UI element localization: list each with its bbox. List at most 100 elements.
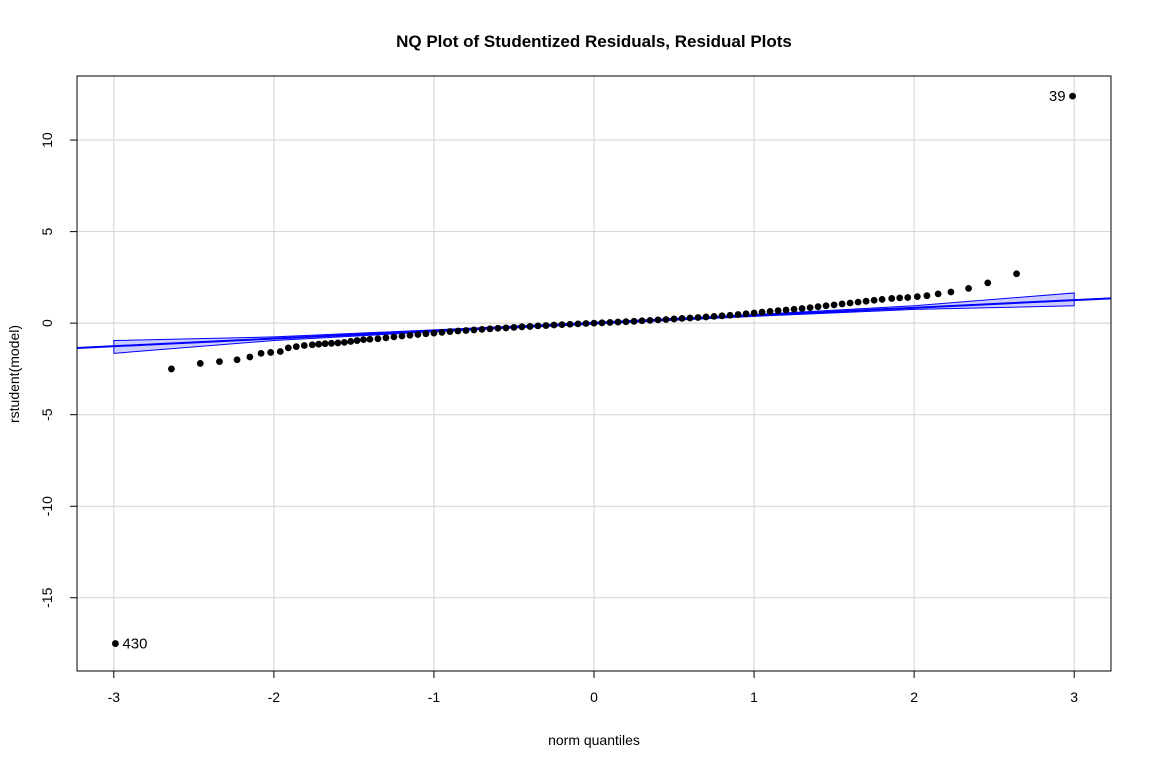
data-point: [406, 331, 414, 339]
data-point: [462, 327, 470, 334]
y-tick-label: 10: [39, 132, 55, 148]
data-point: [638, 317, 646, 325]
x-tick-label: -3: [108, 689, 121, 705]
data-point: [654, 316, 662, 324]
y-tick-label: -10: [39, 496, 55, 516]
data-point: [662, 316, 670, 323]
data-point: [478, 325, 486, 333]
data-point: [518, 323, 526, 331]
data-point: [718, 312, 726, 320]
data-point: [814, 303, 822, 311]
data-point: [446, 328, 454, 335]
data-point: [574, 320, 582, 328]
point-label: 39: [1049, 88, 1066, 105]
data-point: [112, 640, 119, 647]
data-point: [328, 339, 335, 347]
data-point: [315, 340, 323, 348]
point-labels: 39 430: [122, 88, 1065, 652]
data-point: [550, 321, 558, 329]
data-point: [702, 313, 710, 321]
y-axis: -15 -10 -5 0 5 10: [39, 132, 77, 608]
y-axis-label: rstudent(model): [6, 325, 22, 423]
y-tick-label: 0: [39, 319, 55, 327]
y-tick-label: -5: [39, 408, 55, 421]
data-point: [1013, 270, 1020, 278]
data-point: [923, 292, 931, 300]
x-tick-label: 2: [910, 689, 918, 705]
data-point: [798, 305, 806, 312]
data-point: [750, 309, 758, 317]
x-tick-label: 3: [1070, 689, 1078, 705]
data-point: [896, 294, 904, 302]
x-tick-label: 1: [750, 689, 758, 705]
x-axis-label: norm quantiles: [548, 732, 640, 748]
data-point: [758, 308, 766, 316]
data-point: [742, 310, 750, 318]
data-point: [526, 323, 534, 330]
data-point: [766, 308, 774, 315]
data-point: [246, 353, 254, 361]
data-point: [422, 330, 430, 338]
data-point: [984, 279, 992, 287]
data-point: [300, 342, 308, 349]
point-label: 430: [122, 636, 147, 653]
data-point: [838, 300, 846, 308]
data-point: [390, 333, 398, 341]
data-point: [947, 288, 955, 296]
data-point: [353, 337, 361, 344]
data-point: [534, 322, 542, 330]
data-point: [670, 315, 678, 323]
data-point: [486, 325, 494, 333]
data-point: [806, 304, 814, 311]
data-point: [888, 295, 896, 302]
data-point: [542, 322, 550, 329]
y-tick-label: 5: [39, 228, 55, 236]
data-point: [870, 296, 878, 304]
x-tick-label: -1: [428, 689, 441, 705]
data-point: [168, 365, 175, 373]
x-tick-label: -2: [268, 689, 281, 705]
data-point: [614, 318, 622, 326]
data-point: [398, 332, 406, 340]
data-point: [276, 348, 284, 355]
data-point: [360, 336, 367, 344]
data-point: [430, 329, 438, 337]
data-point: [321, 340, 329, 348]
data-point: [494, 324, 502, 332]
data-point: [913, 293, 921, 301]
data-point: [934, 290, 942, 298]
data-point: [438, 328, 446, 336]
data-point: [686, 314, 694, 322]
data-point: [366, 335, 374, 343]
data-point: [790, 305, 798, 313]
x-axis: -3 -2 -1 0 1 2 3: [108, 670, 1078, 705]
y-tick-label: -15: [39, 587, 55, 607]
data-point: [1069, 92, 1076, 100]
data-point: [904, 294, 912, 301]
data-point: [374, 335, 382, 343]
data-point: [382, 334, 390, 342]
x-tick-label: 0: [590, 689, 598, 705]
data-point: [862, 297, 870, 305]
data-point: [965, 284, 972, 292]
data-point: [606, 319, 614, 326]
chart-title: NQ Plot of Studentized Residuals, Residu…: [396, 32, 792, 51]
data-point: [267, 349, 275, 356]
data-point: [582, 320, 590, 327]
data-point: [734, 311, 742, 318]
data-point: [694, 314, 702, 321]
data-point: [622, 318, 630, 326]
data-point: [774, 307, 782, 315]
data-point: [830, 301, 838, 309]
data-point: [233, 356, 241, 364]
data-point: [308, 341, 316, 349]
data-point: [292, 343, 300, 350]
data-point: [502, 324, 510, 332]
data-point: [196, 360, 204, 367]
data-point: [822, 302, 830, 310]
data-point: [510, 323, 518, 331]
data-point: [284, 344, 292, 352]
data-point: [630, 317, 638, 325]
data-points: [112, 92, 1076, 647]
